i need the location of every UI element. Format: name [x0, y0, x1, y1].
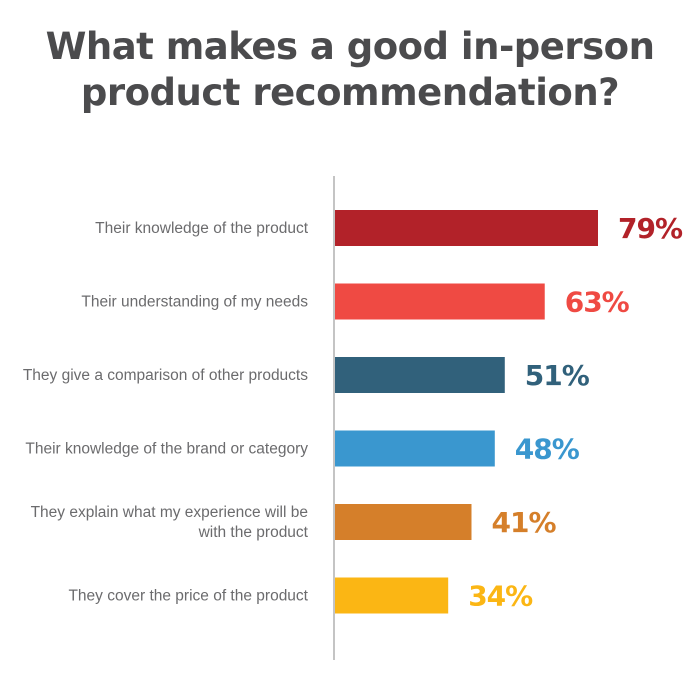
value-label-0: 79% — [618, 212, 683, 245]
value-label-4: 41% — [491, 506, 556, 539]
value-label-1: 63% — [565, 286, 630, 319]
bar-5 — [335, 577, 449, 614]
chart-title: What makes a good in-person product reco… — [0, 24, 700, 116]
chart-title-line-2: product recommendation? — [80, 71, 620, 114]
bar-3 — [335, 430, 495, 467]
bar-4 — [335, 504, 472, 540]
bar-1 — [335, 283, 545, 320]
chart-title-line-1: What makes a good in-person — [45, 25, 655, 68]
category-label-3: Their knowledge of the brand or category — [25, 441, 308, 458]
category-label-4: They explain what my experience will be w… — [31, 504, 309, 541]
bar-2 — [335, 357, 505, 393]
value-label-3: 48% — [515, 433, 580, 466]
category-label-5: They cover the price of the product — [68, 588, 308, 605]
value-label-5: 34% — [468, 580, 533, 613]
category-label-1: Their understanding of my needs — [81, 294, 308, 311]
category-label-2: They give a comparison of other products — [23, 367, 308, 384]
bar-0 — [335, 210, 598, 246]
value-label-2: 51% — [525, 359, 590, 392]
category-label-0: Their knowledge of the product — [95, 220, 309, 237]
